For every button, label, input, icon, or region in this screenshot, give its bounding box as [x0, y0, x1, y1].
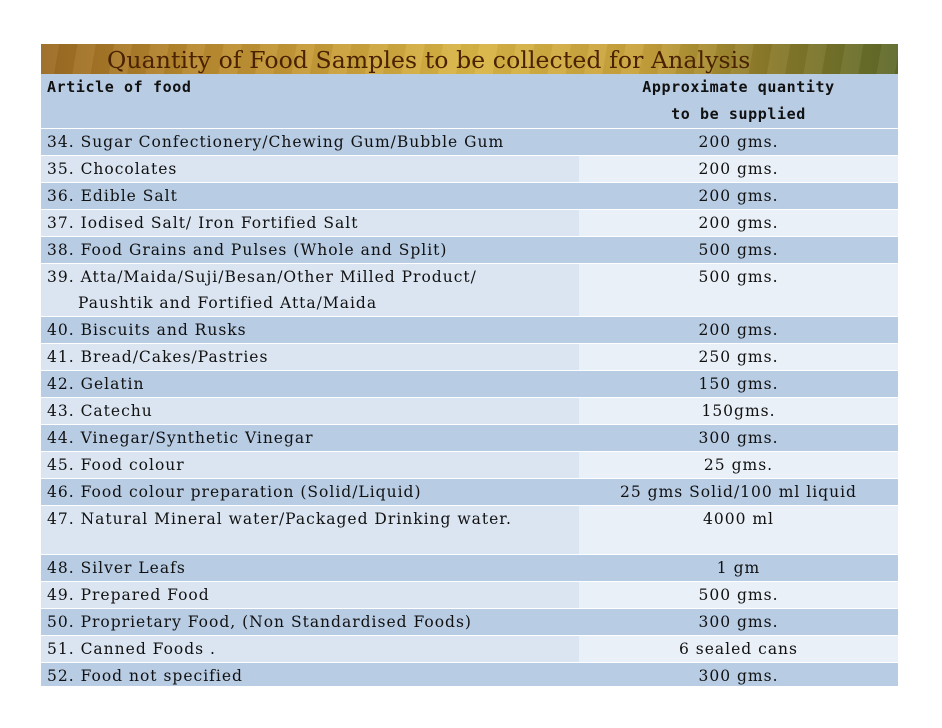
- table-row: 41. Bread/Cakes/Pastries 250 gms.: [41, 343, 898, 371]
- article-cell: 47. Natural Mineral water/Packaged Drink…: [41, 505, 579, 555]
- article-cell: 51. Canned Foods .: [41, 635, 579, 663]
- table-row: 46. Food colour preparation (Solid/Liqui…: [41, 478, 898, 506]
- quantity-cell: 6 sealed cans: [579, 635, 898, 663]
- article-cell: 48. Silver Leafs: [41, 554, 579, 582]
- table-row: 48. Silver Leafs 1 gm: [41, 554, 898, 582]
- header-quantity: Approximate quantity to be supplied: [579, 74, 898, 129]
- table-row: 51. Canned Foods . 6 sealed cans: [41, 635, 898, 663]
- table-row: 47. Natural Mineral water/Packaged Drink…: [41, 505, 898, 555]
- quantity-cell: 300 gms.: [579, 424, 898, 452]
- table-header-row: Article of food Approximate quantity to …: [41, 74, 898, 129]
- food-samples-table: Article of food Approximate quantity to …: [41, 74, 898, 686]
- table-row: 36. Edible Salt 200 gms.: [41, 182, 898, 210]
- table-row: 43. Catechu 150gms.: [41, 397, 898, 425]
- table-row: 35. Chocolates 200 gms.: [41, 155, 898, 183]
- article-cell: 37. Iodised Salt/ Iron Fortified Salt: [41, 209, 579, 237]
- table-row: 37. Iodised Salt/ Iron Fortified Salt 20…: [41, 209, 898, 237]
- title-bar: Quantity of Food Samples to be collected…: [41, 44, 898, 74]
- quantity-cell: 1 gm: [579, 554, 898, 582]
- table-row: 44. Vinegar/Synthetic Vinegar 300 gms.: [41, 424, 898, 452]
- article-cell: 44. Vinegar/Synthetic Vinegar: [41, 424, 579, 452]
- slide: Quantity of Food Samples to be collected…: [41, 44, 898, 686]
- quantity-cell: 300 gms.: [579, 608, 898, 636]
- quantity-cell: 500 gms.: [579, 581, 898, 609]
- article-cell: 49. Prepared Food: [41, 581, 579, 609]
- quantity-cell: 200 gms.: [579, 182, 898, 210]
- table-row: 52. Food not specified 300 gms.: [41, 662, 898, 686]
- table-row: 38. Food Grains and Pulses (Whole and Sp…: [41, 236, 898, 264]
- header-quantity-line1: Approximate quantity: [642, 78, 835, 96]
- quantity-cell: 150 gms.: [579, 370, 898, 398]
- article-cell: 41. Bread/Cakes/Pastries: [41, 343, 579, 371]
- article-cell: 39. Atta/Maida/Suji/Besan/Other Milled P…: [41, 263, 579, 317]
- article-cell: 52. Food not specified: [41, 662, 579, 686]
- header-quantity-line2: to be supplied: [671, 105, 806, 123]
- article-cell: 42. Gelatin: [41, 370, 579, 398]
- table-row: 49. Prepared Food 500 gms.: [41, 581, 898, 609]
- table-row: 40. Biscuits and Rusks 200 gms.: [41, 316, 898, 344]
- table-row: 42. Gelatin 150 gms.: [41, 370, 898, 398]
- quantity-cell: 25 gms.: [579, 451, 898, 479]
- table-row: 39. Atta/Maida/Suji/Besan/Other Milled P…: [41, 263, 898, 317]
- quantity-cell: 250 gms.: [579, 343, 898, 371]
- quantity-cell: 200 gms.: [579, 128, 898, 156]
- article-cell: 45. Food colour: [41, 451, 579, 479]
- quantity-cell: 500 gms.: [579, 263, 898, 317]
- article-cell: 36. Edible Salt: [41, 182, 579, 210]
- quantity-cell: 500 gms.: [579, 236, 898, 264]
- slide-title: Quantity of Food Samples to be collected…: [107, 46, 751, 74]
- article-cell: 35. Chocolates: [41, 155, 579, 183]
- table-row: 45. Food colour 25 gms.: [41, 451, 898, 479]
- quantity-cell: 200 gms.: [579, 155, 898, 183]
- article-cell: 34. Sugar Confectionery/Chewing Gum/Bubb…: [41, 128, 579, 156]
- header-article: Article of food: [41, 74, 579, 129]
- article-cell: 46. Food colour preparation (Solid/Liqui…: [41, 478, 579, 506]
- article-cell: 38. Food Grains and Pulses (Whole and Sp…: [41, 236, 579, 264]
- article-cell: 50. Proprietary Food, (Non Standardised …: [41, 608, 579, 636]
- quantity-cell: 200 gms.: [579, 316, 898, 344]
- quantity-cell: 25 gms Solid/100 ml liquid: [579, 478, 898, 506]
- table-row: 34. Sugar Confectionery/Chewing Gum/Bubb…: [41, 128, 898, 156]
- article-cell: 40. Biscuits and Rusks: [41, 316, 579, 344]
- quantity-cell: 200 gms.: [579, 209, 898, 237]
- quantity-cell: 150gms.: [579, 397, 898, 425]
- article-line1: 39. Atta/Maida/Suji/Besan/Other Milled P…: [47, 268, 477, 286]
- table-row: 50. Proprietary Food, (Non Standardised …: [41, 608, 898, 636]
- article-cell: 43. Catechu: [41, 397, 579, 425]
- quantity-cell: 300 gms.: [579, 662, 898, 686]
- article-line2: Paushtik and Fortified Atta/Maida: [78, 294, 378, 312]
- quantity-cell: 4000 ml: [579, 505, 898, 555]
